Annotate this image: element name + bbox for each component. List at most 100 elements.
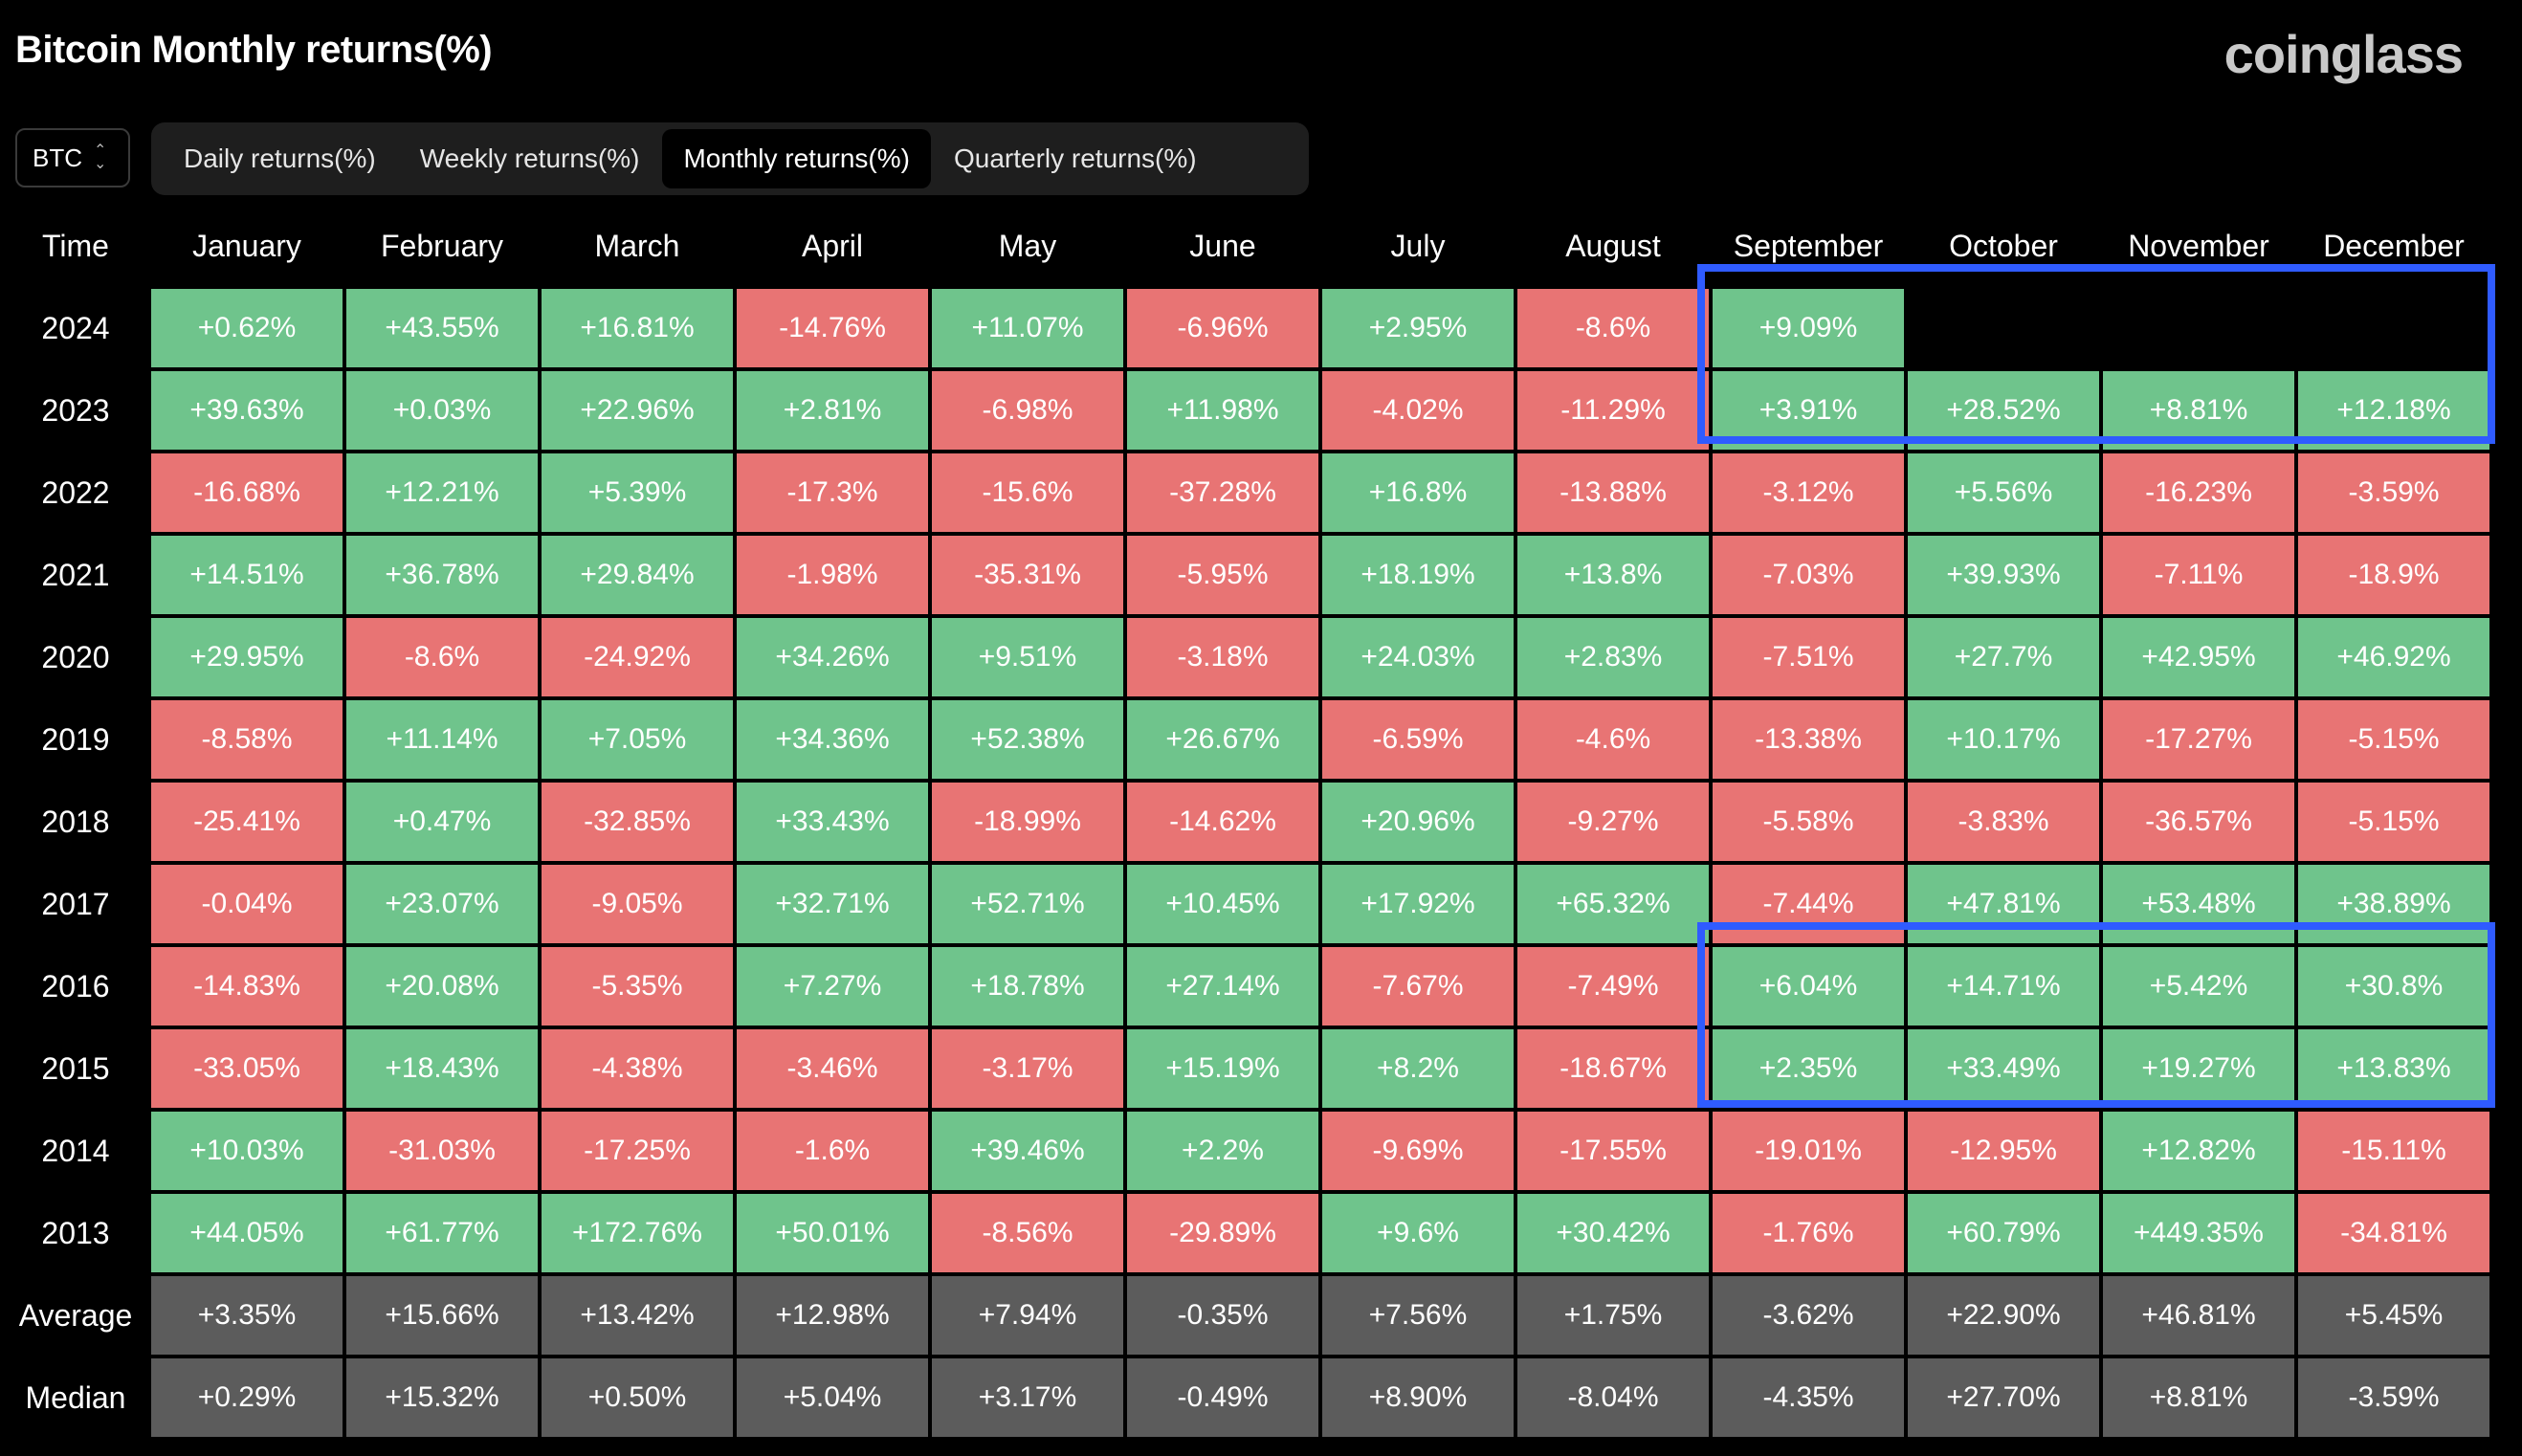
- return-cell: +17.92%: [1322, 865, 1514, 943]
- return-cell: +11.98%: [1127, 371, 1318, 450]
- return-cell: +3.91%: [1713, 371, 1904, 450]
- tab-monthly[interactable]: Monthly returns(%): [662, 129, 931, 188]
- average-cell: +3.35%: [151, 1276, 343, 1355]
- return-cell: +39.46%: [932, 1112, 1123, 1190]
- return-cell: +0.03%: [346, 371, 538, 450]
- table-row: 2019 -8.58% +11.14% +7.05% +34.36% +52.38% +26…: [0, 700, 2493, 783]
- return-cell: +30.42%: [1517, 1194, 1709, 1272]
- average-cell: +15.66%: [346, 1276, 538, 1355]
- return-cell: -35.31%: [932, 536, 1123, 614]
- return-cell: -1.98%: [737, 536, 928, 614]
- return-cell: -7.49%: [1517, 947, 1709, 1026]
- return-cell: +8.2%: [1322, 1029, 1514, 1108]
- return-cell: +16.81%: [542, 289, 733, 367]
- return-cell: -24.92%: [542, 618, 733, 696]
- return-cell: -8.58%: [151, 700, 343, 779]
- return-cell: +61.77%: [346, 1194, 538, 1272]
- return-cell: +2.35%: [1713, 1029, 1904, 1108]
- year-label: 2016: [41, 968, 110, 1004]
- average-cell: -0.35%: [1127, 1276, 1318, 1355]
- return-cell: +52.38%: [932, 700, 1123, 779]
- return-cell: -19.01%: [1713, 1112, 1904, 1190]
- return-cell: +5.56%: [1908, 453, 2099, 532]
- average-cell: +7.94%: [932, 1276, 1123, 1355]
- month-header-august: August: [1565, 228, 1661, 263]
- return-cell: -14.62%: [1127, 783, 1318, 861]
- return-cell: -12.95%: [1908, 1112, 2099, 1190]
- month-header-february: February: [380, 228, 504, 263]
- return-cell: +2.81%: [737, 371, 928, 450]
- return-cell: +19.27%: [2103, 1029, 2294, 1108]
- return-cell: -4.38%: [542, 1029, 733, 1108]
- return-cell: -17.3%: [737, 453, 928, 532]
- asset-select[interactable]: BTC ⌃ ⌄: [15, 128, 130, 188]
- table-row: 2016 -14.83% +20.08% -5.35% +7.27% +18.78% +27…: [0, 947, 2493, 1029]
- return-cell: +20.08%: [346, 947, 538, 1026]
- return-cell: +10.03%: [151, 1112, 343, 1190]
- return-cell: +29.95%: [151, 618, 343, 696]
- return-cell: +46.92%: [2298, 618, 2489, 696]
- return-cell: +13.83%: [2298, 1029, 2489, 1108]
- year-label: 2017: [41, 886, 110, 921]
- return-cell: -13.88%: [1517, 453, 1709, 532]
- month-header-november: November: [2128, 228, 2269, 263]
- return-cell: +9.6%: [1322, 1194, 1514, 1272]
- table-row: 2024 +0.62% +43.55% +16.81% -14.76% +11.07% -6…: [0, 289, 2493, 371]
- return-cell: -36.57%: [2103, 783, 2294, 861]
- median-cell: +8.81%: [2103, 1358, 2294, 1437]
- page-title: Bitcoin Monthly returns(%): [15, 29, 493, 71]
- return-cell: -7.44%: [1713, 865, 1904, 943]
- return-cell: +44.05%: [151, 1194, 343, 1272]
- month-header-september: September: [1733, 228, 1884, 263]
- return-cell: +9.09%: [1713, 289, 1904, 367]
- month-header-april: April: [801, 228, 863, 263]
- return-cell: +18.19%: [1322, 536, 1514, 614]
- return-cell: -7.67%: [1322, 947, 1514, 1026]
- return-cell: -29.89%: [1127, 1194, 1318, 1272]
- return-cell: +27.7%: [1908, 618, 2099, 696]
- year-label: 2015: [41, 1050, 110, 1086]
- tab-weekly[interactable]: Weekly returns(%): [419, 143, 640, 173]
- median-cell: +27.70%: [1908, 1358, 2099, 1437]
- return-cell: -7.11%: [2103, 536, 2294, 614]
- table-row: 2018 -25.41% +0.47% -32.85% +33.43% -18.99% -1…: [0, 783, 2493, 865]
- return-cell: +29.84%: [542, 536, 733, 614]
- return-cell: +11.14%: [346, 700, 538, 779]
- median-cell: +0.50%: [542, 1358, 733, 1437]
- return-cell: -37.28%: [1127, 453, 1318, 532]
- return-cell: +60.79%: [1908, 1194, 2099, 1272]
- return-cell: -7.03%: [1713, 536, 1904, 614]
- average-cell: +12.98%: [737, 1276, 928, 1355]
- return-cell: +34.36%: [737, 700, 928, 779]
- return-cell: +10.45%: [1127, 865, 1318, 943]
- return-cell: -3.83%: [1908, 783, 2099, 861]
- return-cell: +22.96%: [542, 371, 733, 450]
- tab-quarterly[interactable]: Quarterly returns(%): [953, 143, 1197, 173]
- return-cell: -4.6%: [1517, 700, 1709, 779]
- return-cell: -17.27%: [2103, 700, 2294, 779]
- return-cell: -5.15%: [2298, 783, 2489, 861]
- return-cell: +6.04%: [1713, 947, 1904, 1026]
- return-cell: +43.55%: [346, 289, 538, 367]
- tab-daily[interactable]: Daily returns(%): [184, 143, 376, 173]
- median-cell: -4.35%: [1713, 1358, 1904, 1437]
- return-cell: +20.96%: [1322, 783, 1514, 861]
- return-cell: -15.11%: [2298, 1112, 2489, 1190]
- return-cell: +172.76%: [542, 1194, 733, 1272]
- return-cell: +38.89%: [2298, 865, 2489, 943]
- return-cell: -18.9%: [2298, 536, 2489, 614]
- median-cell: +5.04%: [737, 1358, 928, 1437]
- return-cell: -15.6%: [932, 453, 1123, 532]
- median-cell: -0.49%: [1127, 1358, 1318, 1437]
- average-label: Average: [18, 1297, 133, 1333]
- return-cell: +26.67%: [1127, 700, 1318, 779]
- return-cell: +18.43%: [346, 1029, 538, 1108]
- return-cell: -3.12%: [1713, 453, 1904, 532]
- average-row: Average +3.35% +15.66% +13.42% +12.98% +7.94%…: [0, 1276, 2493, 1358]
- return-cell: [1908, 289, 2099, 367]
- month-header-march: March: [594, 228, 680, 263]
- median-label: Median: [25, 1379, 126, 1415]
- average-cell: +7.56%: [1322, 1276, 1514, 1355]
- return-cell: +53.48%: [2103, 865, 2294, 943]
- year-label: 2018: [41, 804, 110, 839]
